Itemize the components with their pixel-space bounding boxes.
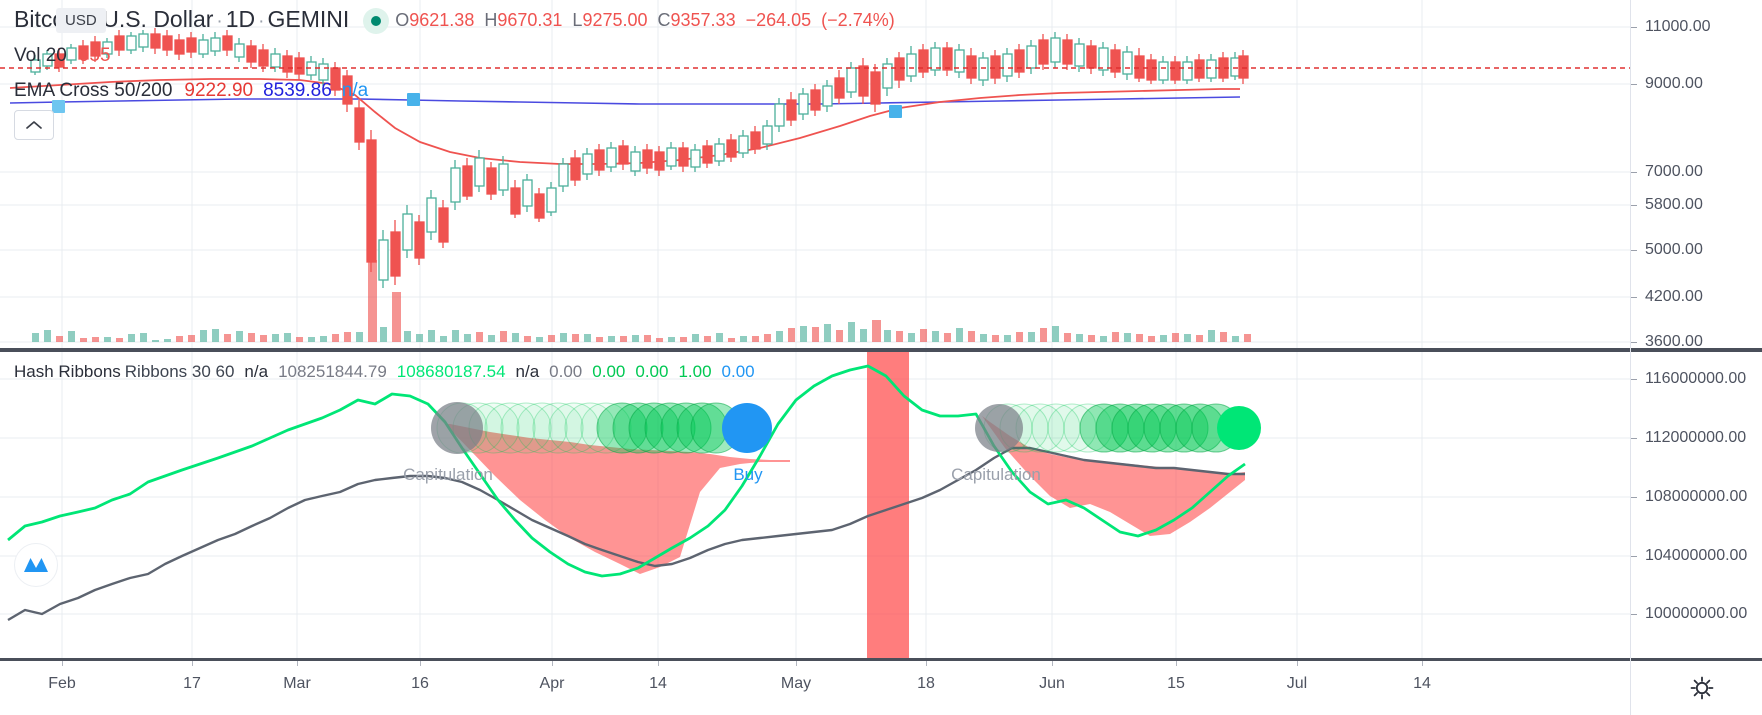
price-grid-vertical (61, 0, 1423, 349)
tradingview-logo-button[interactable] (14, 543, 58, 587)
time-axis-label: 17 (183, 675, 201, 692)
capitulation-marker-1 (431, 402, 483, 454)
chevron-up-icon (26, 121, 42, 129)
time-axis-label: Mar (283, 675, 311, 692)
price-axis[interactable]: 11000.00 9000.00 7000.00 5800.00 5000.00… (1631, 0, 1762, 350)
volume-histogram (32, 260, 1251, 342)
price-axis-divider (1630, 0, 1631, 715)
time-axis-label: Jun (1039, 675, 1065, 692)
currency-badge[interactable]: USD (56, 8, 106, 33)
price-grid-horizontal (0, 26, 1630, 343)
hash-axis-label: 108000000.00 (1645, 488, 1748, 505)
buy-label-1: Buy (733, 465, 763, 484)
price-chart-svg (0, 0, 1630, 349)
hash-ribbon-slow-line (7, 446, 1245, 622)
hash-grid-vertical (61, 352, 1423, 659)
price-axis-label: 3600.00 (1645, 333, 1703, 350)
price-axis-label: 11000.00 (1645, 18, 1711, 35)
time-axis-label: 16 (411, 675, 429, 692)
price-axis-label: 7000.00 (1645, 163, 1703, 180)
price-pane[interactable] (0, 0, 1630, 349)
ema-cross-markers (52, 93, 902, 118)
time-axis-label: May (780, 675, 812, 692)
time-axis-label: 14 (1413, 675, 1431, 692)
price-axis-label: 5800.00 (1645, 196, 1703, 213)
time-axis-label: 15 (1167, 675, 1185, 692)
time-axis-label: Jul (1286, 675, 1308, 692)
time-axis-separator (0, 658, 1762, 661)
capitulation-label-1: Capitulation (403, 465, 493, 484)
time-axis[interactable]: Feb 17 Mar 16 Apr 14 May 18 Jun 15 Jul 1… (0, 661, 1630, 715)
settings-gear-button[interactable] (1690, 676, 1714, 700)
hash-axis-label: 104000000.00 (1645, 547, 1748, 564)
time-axis-label: Feb (48, 675, 76, 692)
price-axis-label: 4200.00 (1645, 288, 1703, 305)
ema-200-line (9, 96, 1241, 105)
time-axis-label: 18 (917, 675, 935, 692)
hash-axis-label: 116000000.00 (1645, 370, 1747, 387)
capitulation-area-2 (982, 416, 1245, 536)
capitulation-marker-2 (975, 404, 1023, 452)
capitulation-area-1 (445, 424, 790, 574)
time-axis-label: 14 (649, 675, 667, 692)
hash-grid-horizontal (0, 378, 1630, 615)
tradingview-logo-icon (24, 558, 48, 572)
time-axis-label: Apr (539, 675, 565, 692)
capitulation-label-2: Capitulation (951, 465, 1041, 484)
price-axis-label: 5000.00 (1645, 241, 1703, 258)
hash-axis-label: 100000000.00 (1645, 605, 1748, 622)
hash-ribbons-axis[interactable]: 116000000.00 112000000.00 108000000.00 1… (1631, 352, 1762, 658)
gear-icon (1690, 676, 1714, 700)
signal-trail-2 (975, 403, 1261, 453)
sell-marker-2 (1217, 406, 1261, 450)
pane-separator (0, 348, 1762, 352)
hash-ribbon-fast-line (7, 364, 1246, 578)
hash-ribbons-svg: Capitulation Buy Capitulation (0, 352, 1630, 659)
collapse-legend-button[interactable] (14, 110, 54, 140)
signal-trail-1 (431, 402, 772, 454)
candlestick-series (30, 28, 1249, 288)
price-axis-label: 9000.00 (1645, 75, 1703, 92)
hash-ribbons-pane[interactable]: Capitulation Buy Capitulation (0, 352, 1630, 659)
hash-axis-label: 112000000.00 (1645, 429, 1747, 446)
buy-marker-1 (722, 403, 772, 453)
